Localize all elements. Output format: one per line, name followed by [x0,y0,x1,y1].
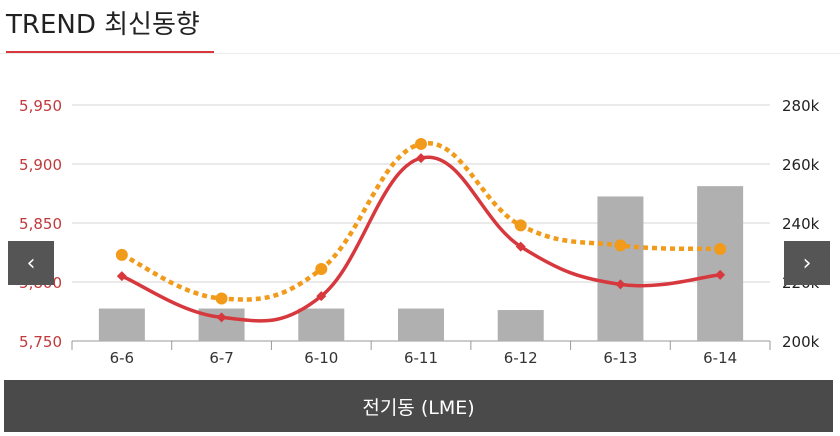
point-red [416,153,426,164]
line-points [115,137,727,323]
page-title: TREND 최신동향 [6,10,200,40]
x-tick-label: 6-7 [209,349,234,367]
x-tick-label: 6-14 [703,349,737,367]
point-red [216,312,227,323]
footer-label: 전기동 (LME) [362,396,475,419]
bar [398,308,444,341]
title-underline [6,51,214,54]
x-tick-label: 6-13 [603,349,637,367]
right-axis-tick-label: 240k [782,215,820,233]
point-red [515,241,526,252]
chevron-right-icon: › [802,250,812,276]
left-axis-tick-label: 5,850 [19,215,62,233]
trend-chart: 5,950280k5,900260k5,850240k5,800220k5,75… [19,97,820,367]
point-orange [514,219,527,232]
prev-button[interactable]: ‹ [8,241,54,285]
chevron-left-icon: ‹ [26,250,36,276]
bar [697,186,744,341]
x-tick-label: 6-12 [504,349,538,367]
right-axis-tick-label: 200k [782,333,820,351]
axis-labels: 5,950280k5,900260k5,850240k5,800220k5,75… [19,97,820,367]
point-orange [614,239,627,252]
point-red [715,269,726,280]
point-orange [714,242,727,255]
point-orange [415,137,427,150]
x-tick-label: 6-10 [304,349,338,367]
bar-series [98,186,744,341]
right-axis-tick-label: 260k [782,156,820,174]
right-axis-tick-label: 280k [782,97,820,115]
left-axis-tick-label: 5,900 [19,156,62,174]
bar [298,308,345,341]
point-red [615,279,626,290]
footer-bar: 전기동 (LME) [4,380,833,432]
x-tick-label: 6-6 [110,349,135,367]
x-tick-label: 6-11 [404,349,438,367]
bar [98,308,145,341]
point-orange [315,263,328,276]
point-red [316,291,327,302]
left-axis-tick-label: 5,950 [19,97,62,115]
grid-lines [71,104,771,350]
point-orange [115,248,128,261]
bar [597,196,644,341]
bar [497,310,544,341]
left-axis-tick-label: 5,750 [19,333,62,351]
header-divider [0,53,840,54]
point-red [116,271,127,282]
point-orange [215,292,228,305]
next-button[interactable]: › [784,241,830,285]
